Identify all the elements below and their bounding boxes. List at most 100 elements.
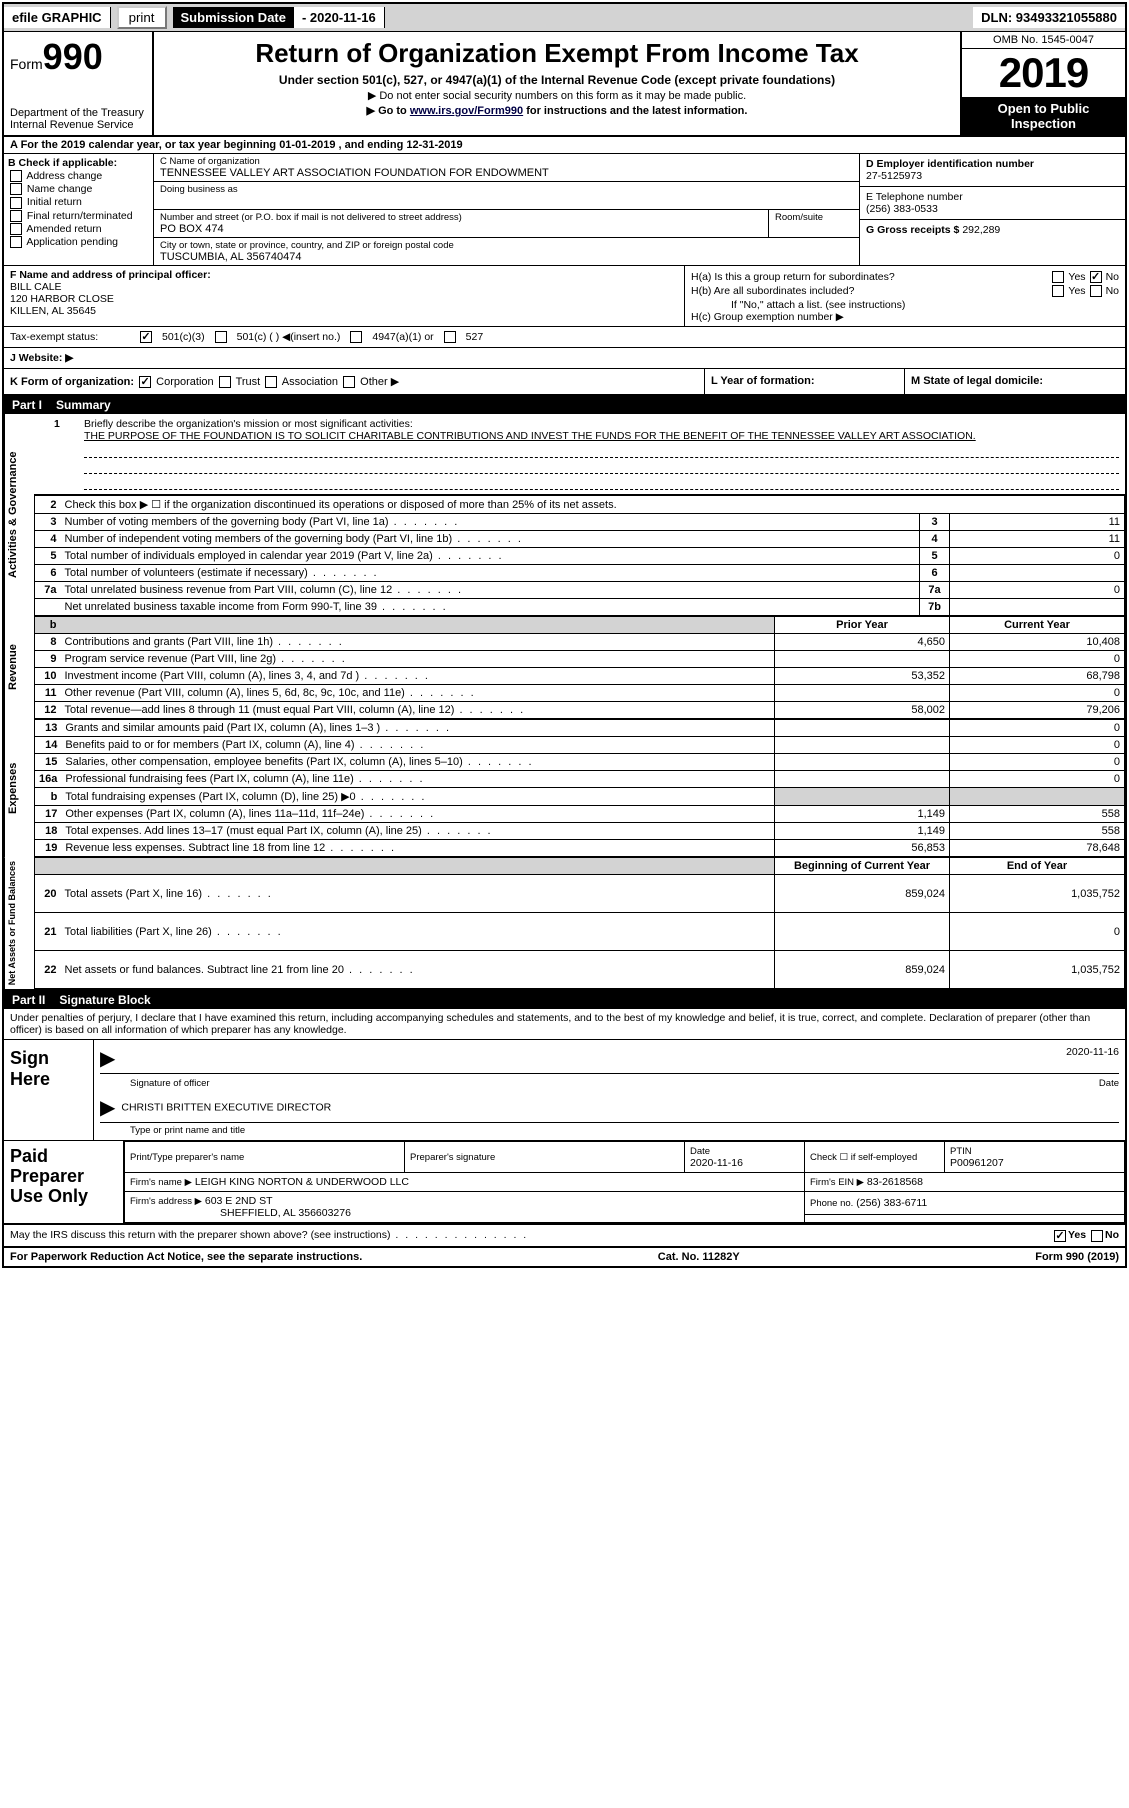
taxex-label: Tax-exempt status: bbox=[10, 331, 130, 343]
prep-row-1: Print/Type preparer's name Preparer's si… bbox=[125, 1142, 1125, 1173]
taxex-501c-box[interactable] bbox=[215, 331, 227, 343]
prep-self-employed-cell: Check ☐ if self-employed bbox=[805, 1142, 945, 1173]
discuss-yes-box[interactable] bbox=[1054, 1230, 1066, 1242]
paid-preparer-label: Paid Preparer Use Only bbox=[4, 1141, 124, 1223]
chk-name-change[interactable]: Name change bbox=[8, 183, 149, 195]
net-assets-lines-table: Beginning of Current Year End of Year 20… bbox=[34, 857, 1125, 989]
k-other-box[interactable] bbox=[343, 376, 355, 388]
officer-sig-line: ▶ 2020-11-16 bbox=[100, 1044, 1119, 1074]
street-label: Number and street (or P.O. box if mail i… bbox=[160, 212, 762, 223]
firm-ein-cell: Firm's EIN ▶ 83-2618568 bbox=[805, 1173, 1125, 1192]
vlabel-activities: Activities & Governance bbox=[4, 414, 34, 616]
officer-printed-name: CHRISTI BRITTEN EXECUTIVE DIRECTOR bbox=[121, 1102, 331, 1114]
print-button[interactable]: print bbox=[117, 6, 167, 29]
sig-date-value: 2020-11-16 bbox=[1066, 1046, 1119, 1071]
chk-final-return[interactable]: Final return/terminated bbox=[8, 210, 149, 222]
k-label: K Form of organization: bbox=[10, 376, 134, 388]
chk-address-change[interactable]: Address change bbox=[8, 170, 149, 182]
prep-sig-cell: Preparer's signature bbox=[405, 1142, 685, 1173]
website-label: J Website: ▶ bbox=[10, 352, 73, 364]
dln-value: DLN: 93493321055880 bbox=[973, 7, 1125, 28]
h-b-row: H(b) Are all subordinates included? Yes … bbox=[691, 285, 1119, 297]
ha-answer: Yes No bbox=[1050, 271, 1119, 283]
discuss-answer: Yes No bbox=[1052, 1229, 1119, 1241]
part-ii-label: Part II bbox=[12, 993, 45, 1007]
form-subtitle: Under section 501(c), 527, or 4947(a)(1)… bbox=[158, 73, 956, 87]
revenue-lines-table: b Prior Year Current Year 8Contributions… bbox=[34, 616, 1125, 719]
taxex-4947-box[interactable] bbox=[350, 331, 362, 343]
street-row: Number and street (or P.O. box if mail i… bbox=[154, 210, 859, 238]
ein-value: 27-5125973 bbox=[866, 170, 1119, 182]
box-f: F Name and address of principal officer:… bbox=[4, 266, 685, 326]
discuss-no-box[interactable] bbox=[1091, 1230, 1103, 1242]
box-h: H(a) Is this a group return for subordin… bbox=[685, 266, 1125, 326]
instr-link[interactable]: www.irs.gov/Form990 bbox=[410, 105, 523, 117]
footer-paperwork: For Paperwork Reduction Act Notice, see … bbox=[10, 1251, 362, 1263]
part-i-label: Part I bbox=[12, 398, 42, 412]
signature-declaration: Under penalties of perjury, I declare th… bbox=[4, 1009, 1125, 1040]
officer-name: BILL CALE bbox=[10, 281, 62, 293]
firm-addr-cell: Firm's address ▶ 603 E 2ND ST SHEFFIELD,… bbox=[125, 1192, 805, 1223]
expenses-section: Expenses 13Grants and similar amounts pa… bbox=[4, 719, 1125, 857]
table-row: 5Total number of individuals employed in… bbox=[35, 548, 1125, 565]
table-row: 11Other revenue (Part VIII, column (A), … bbox=[35, 685, 1125, 702]
k-assoc-box[interactable] bbox=[265, 376, 277, 388]
phone-label: E Telephone number bbox=[866, 191, 1119, 203]
hc-label: H(c) Group exemption number ▶ bbox=[691, 311, 1119, 323]
ha-label: H(a) Is this a group return for subordin… bbox=[691, 271, 895, 283]
city-value: TUSCUMBIA, AL 356740474 bbox=[160, 251, 853, 263]
gross-value: 292,289 bbox=[962, 224, 1000, 236]
form-word: Form bbox=[10, 56, 43, 72]
type-name-label: Type or print name and title bbox=[100, 1125, 1119, 1136]
box-d-e-g: D Employer identification number 27-5125… bbox=[860, 154, 1125, 265]
chk-amended[interactable]: Amended return bbox=[8, 223, 149, 235]
vlabel-revenue: Revenue bbox=[4, 616, 34, 719]
taxex-527-box[interactable] bbox=[444, 331, 456, 343]
section-a-period: A For the 2019 calendar year, or tax yea… bbox=[4, 137, 1125, 154]
hb-answer: Yes No bbox=[1050, 285, 1119, 297]
hb-note: If "No," attach a list. (see instruction… bbox=[691, 299, 1119, 311]
sig-date-label: Date bbox=[1099, 1078, 1119, 1089]
city-cell: City or town, state or province, country… bbox=[154, 238, 859, 265]
instr-ssn: ▶ Do not enter social security numbers o… bbox=[158, 89, 956, 102]
chk-pending[interactable]: Application pending bbox=[8, 236, 149, 248]
box-b: B Check if applicable: Address change Na… bbox=[4, 154, 154, 265]
q1-text: THE PURPOSE OF THE FOUNDATION IS TO SOLI… bbox=[84, 430, 976, 442]
sign-here-row: Sign Here ▶ 2020-11-16 Signature of offi… bbox=[4, 1040, 1125, 1141]
taxex-501c3-box[interactable] bbox=[140, 331, 152, 343]
officer-label: F Name and address of principal officer: bbox=[10, 269, 211, 281]
table-row: 22Net assets or fund balances. Subtract … bbox=[35, 951, 1125, 989]
ag-lines-table: 2Check this box ▶ ☐ if the organization … bbox=[34, 495, 1125, 616]
taxex-501c3: 501(c)(3) bbox=[162, 331, 205, 343]
section-b-to-g: B Check if applicable: Address change Na… bbox=[4, 154, 1125, 266]
sig-officer-label: Signature of officer bbox=[100, 1078, 210, 1089]
table-row: Net unrelated business taxable income fr… bbox=[35, 599, 1125, 616]
website-row: J Website: ▶ bbox=[4, 348, 1125, 369]
gross-label: G Gross receipts $ bbox=[866, 224, 959, 236]
k-corp-box[interactable] bbox=[139, 376, 151, 388]
table-row: 15Salaries, other compensation, employee… bbox=[35, 754, 1125, 771]
hb-no-box[interactable] bbox=[1090, 285, 1102, 297]
table-row: 12Total revenue—add lines 8 through 11 (… bbox=[35, 702, 1125, 719]
vlabel-net-assets: Net Assets or Fund Balances bbox=[4, 857, 34, 989]
phone-cell: E Telephone number (256) 383-0533 bbox=[860, 187, 1125, 220]
officer-addr1: 120 HARBOR CLOSE bbox=[10, 293, 114, 305]
prep-date-cell: Date2020-11-16 bbox=[685, 1142, 805, 1173]
street-value: PO BOX 474 bbox=[160, 223, 762, 235]
box-l: L Year of formation: bbox=[705, 369, 905, 394]
gross-receipts-cell: G Gross receipts $ 292,289 bbox=[860, 220, 1125, 240]
taxex-501c: 501(c) ( ) ◀(insert no.) bbox=[237, 331, 341, 343]
form-title: Return of Organization Exempt From Incom… bbox=[158, 38, 956, 69]
officer-name-line: ▶CHRISTI BRITTEN EXECUTIVE DIRECTOR bbox=[100, 1093, 1119, 1123]
end-year-header: End of Year bbox=[950, 858, 1125, 875]
table-row: bTotal fundraising expenses (Part IX, co… bbox=[35, 788, 1125, 806]
paid-preparer-row: Paid Preparer Use Only Print/Type prepar… bbox=[4, 1141, 1125, 1225]
ha-yes-box[interactable] bbox=[1052, 271, 1064, 283]
org-name-cell: C Name of organization TENNESSEE VALLEY … bbox=[154, 154, 859, 182]
chk-initial-return[interactable]: Initial return bbox=[8, 196, 149, 208]
k-trust-box[interactable] bbox=[219, 376, 231, 388]
hb-yes-box[interactable] bbox=[1052, 285, 1064, 297]
ha-no-box[interactable] bbox=[1090, 271, 1102, 283]
form-990-number: 990 bbox=[43, 36, 103, 77]
taxex-4947: 4947(a)(1) or bbox=[372, 331, 433, 343]
